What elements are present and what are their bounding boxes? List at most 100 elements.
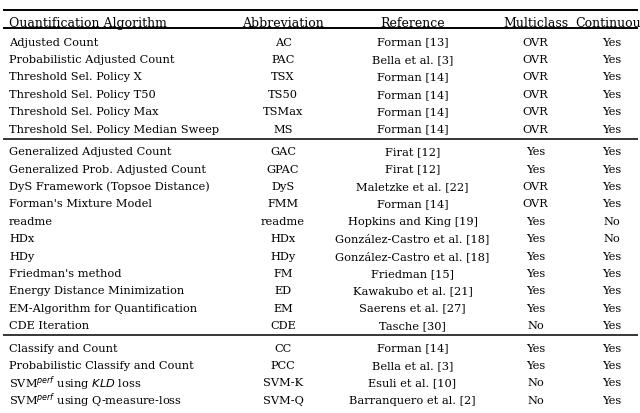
- Text: FMM: FMM: [268, 199, 299, 209]
- Text: Forman's Mixture Model: Forman's Mixture Model: [9, 199, 152, 209]
- Text: Bella et al. [3]: Bella et al. [3]: [372, 55, 453, 65]
- Text: Probabilistic Classify and Count: Probabilistic Classify and Count: [9, 360, 194, 370]
- Text: Forman [14]: Forman [14]: [377, 124, 449, 134]
- Text: Yes: Yes: [526, 268, 545, 278]
- Text: HDy: HDy: [9, 251, 34, 261]
- Text: Yes: Yes: [602, 320, 621, 330]
- Text: TSX: TSX: [271, 72, 295, 82]
- Text: OVR: OVR: [523, 124, 548, 134]
- Text: No: No: [527, 320, 544, 330]
- Text: Yes: Yes: [602, 38, 621, 47]
- Text: Nearest-Neighbor-Quantification: Nearest-Neighbor-Quantification: [9, 412, 200, 413]
- Text: Saerens et al. [27]: Saerens et al. [27]: [359, 303, 466, 313]
- Text: Firat [12]: Firat [12]: [385, 164, 440, 174]
- Text: TS50: TS50: [268, 90, 298, 100]
- Text: EM: EM: [273, 303, 293, 313]
- Text: MS: MS: [273, 124, 293, 134]
- Text: PCC: PCC: [271, 360, 296, 370]
- Text: Barranquero et al. [2]: Barranquero et al. [2]: [349, 395, 476, 405]
- Text: Forman [14]: Forman [14]: [377, 107, 449, 117]
- Text: OVR: OVR: [523, 199, 548, 209]
- Text: Yes: Yes: [602, 199, 621, 209]
- Text: Energy Distance Minimization: Energy Distance Minimization: [9, 286, 184, 296]
- Text: Kawakubo et al. [21]: Kawakubo et al. [21]: [353, 286, 472, 296]
- Text: Forman [14]: Forman [14]: [377, 90, 449, 100]
- Text: Continuous: Continuous: [575, 17, 640, 29]
- Text: Bella et al. [3]: Bella et al. [3]: [372, 360, 453, 370]
- Text: Yes: Yes: [602, 268, 621, 278]
- Text: SVM-K: SVM-K: [263, 377, 303, 387]
- Text: OVR: OVR: [523, 55, 548, 65]
- Text: Classify and Count: Classify and Count: [9, 343, 118, 353]
- Text: Yes: Yes: [602, 360, 621, 370]
- Text: OVR: OVR: [523, 38, 548, 47]
- Text: Yes: Yes: [526, 234, 545, 244]
- Text: Yes: Yes: [602, 55, 621, 65]
- Text: readme: readme: [261, 216, 305, 226]
- Text: Forman [13]: Forman [13]: [377, 38, 449, 47]
- Text: Probabilistic Adjusted Count: Probabilistic Adjusted Count: [9, 55, 175, 65]
- Text: Yes: Yes: [602, 72, 621, 82]
- Text: Yes: Yes: [602, 343, 621, 353]
- Text: CDE Iteration: CDE Iteration: [9, 320, 89, 330]
- Text: González-Castro et al. [18]: González-Castro et al. [18]: [335, 233, 490, 244]
- Text: SVM$^{perf}$ using Q-measure-loss: SVM$^{perf}$ using Q-measure-loss: [9, 391, 182, 409]
- Text: No: No: [603, 216, 620, 226]
- Text: González-Castro et al. [18]: González-Castro et al. [18]: [335, 251, 490, 261]
- Text: Threshold Sel. Policy Max: Threshold Sel. Policy Max: [9, 107, 159, 117]
- Text: Friedman's method: Friedman's method: [9, 268, 122, 278]
- Text: Firat [12]: Firat [12]: [385, 147, 440, 157]
- Text: Multiclass: Multiclass: [503, 17, 568, 29]
- Text: Yes: Yes: [526, 251, 545, 261]
- Text: GPAC: GPAC: [267, 164, 300, 174]
- Text: Yes: Yes: [602, 182, 621, 192]
- Text: CC: CC: [275, 343, 292, 353]
- Text: DyS: DyS: [271, 182, 294, 192]
- Text: OVR: OVR: [523, 72, 548, 82]
- Text: GAC: GAC: [270, 147, 296, 157]
- Text: Threshold Sel. Policy X: Threshold Sel. Policy X: [9, 72, 141, 82]
- Text: Forman [14]: Forman [14]: [377, 343, 449, 353]
- Text: Reference: Reference: [380, 17, 445, 29]
- Text: HDx: HDx: [9, 234, 34, 244]
- Text: No: No: [603, 234, 620, 244]
- Text: SVM-Q: SVM-Q: [262, 395, 303, 405]
- Text: FM: FM: [273, 268, 293, 278]
- Text: Abbreviation: Abbreviation: [242, 17, 324, 29]
- Text: Yes: Yes: [526, 303, 545, 313]
- Text: No: No: [603, 412, 620, 413]
- Text: readme: readme: [9, 216, 53, 226]
- Text: Yes: Yes: [602, 164, 621, 174]
- Text: Yes: Yes: [602, 286, 621, 296]
- Text: SVM$^{perf}$ using $KLD$ loss: SVM$^{perf}$ using $KLD$ loss: [9, 373, 141, 392]
- Text: Yes: Yes: [602, 90, 621, 100]
- Text: Adjusted Count: Adjusted Count: [9, 38, 99, 47]
- Text: No: No: [527, 377, 544, 387]
- Text: Forman [14]: Forman [14]: [377, 72, 449, 82]
- Text: Yes: Yes: [602, 107, 621, 117]
- Text: HDy: HDy: [271, 251, 296, 261]
- Text: AC: AC: [275, 38, 291, 47]
- Text: DyS Framework (Topsoe Distance): DyS Framework (Topsoe Distance): [9, 181, 210, 192]
- Text: Yes: Yes: [602, 251, 621, 261]
- Text: Quantification Algorithm: Quantification Algorithm: [9, 17, 167, 29]
- Text: Hopkins and King [19]: Hopkins and King [19]: [348, 216, 477, 226]
- Text: Yes: Yes: [526, 412, 545, 413]
- Text: PWK: PWK: [269, 412, 297, 413]
- Text: Yes: Yes: [526, 216, 545, 226]
- Text: OVR: OVR: [523, 182, 548, 192]
- Text: EM-Algorithm for Quantification: EM-Algorithm for Quantification: [9, 303, 197, 313]
- Text: Yes: Yes: [526, 164, 545, 174]
- Text: Yes: Yes: [602, 303, 621, 313]
- Text: Yes: Yes: [526, 147, 545, 157]
- Text: Threshold Sel. Policy Median Sweep: Threshold Sel. Policy Median Sweep: [9, 124, 219, 134]
- Text: Tasche [30]: Tasche [30]: [379, 320, 446, 330]
- Text: PAC: PAC: [271, 55, 295, 65]
- Text: ED: ED: [275, 286, 292, 296]
- Text: Yes: Yes: [526, 286, 545, 296]
- Text: Yes: Yes: [602, 147, 621, 157]
- Text: Maletzke et al. [22]: Maletzke et al. [22]: [356, 182, 469, 192]
- Text: Yes: Yes: [602, 395, 621, 405]
- Text: Yes: Yes: [526, 343, 545, 353]
- Text: No: No: [527, 395, 544, 405]
